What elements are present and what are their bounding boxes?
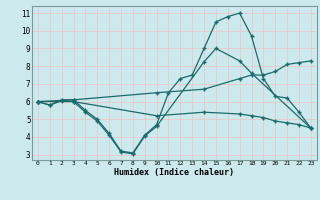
- X-axis label: Humidex (Indice chaleur): Humidex (Indice chaleur): [115, 168, 234, 177]
